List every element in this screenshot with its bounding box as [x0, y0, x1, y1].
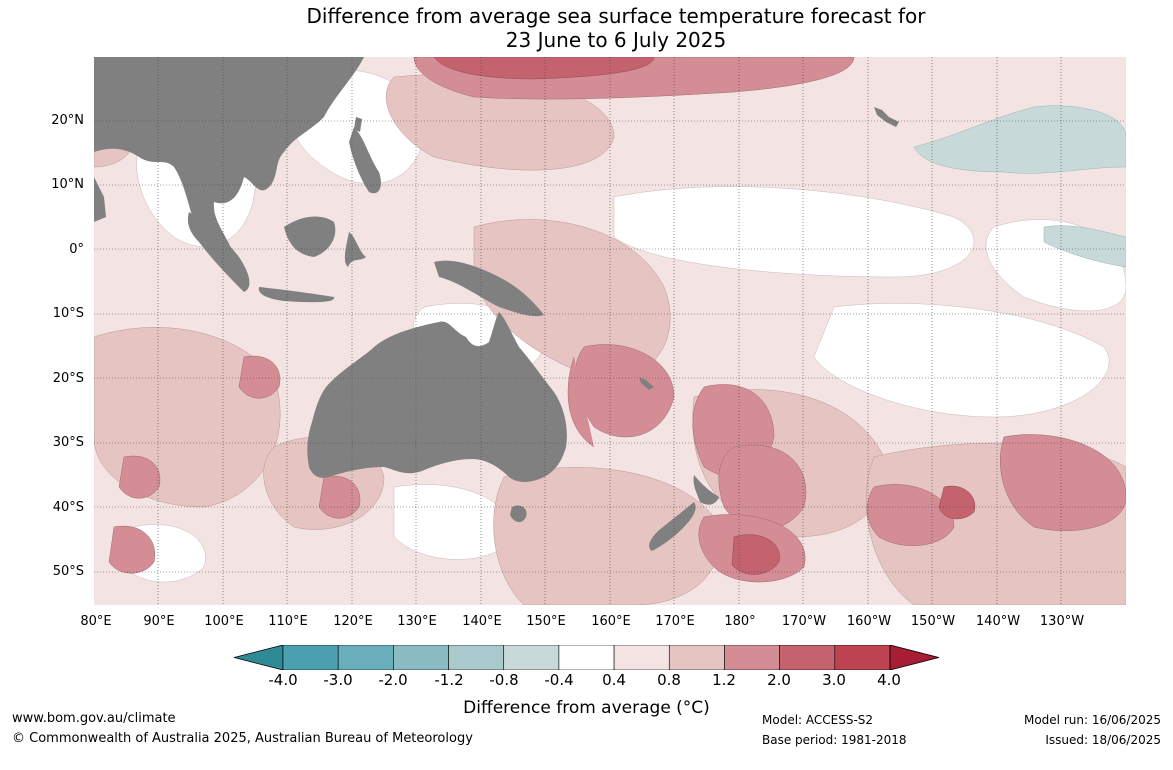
tasmania	[510, 505, 527, 523]
lon-label-130w: 130°W	[1039, 614, 1085, 629]
colorbar-tick: 3.0	[822, 671, 846, 689]
lon-label-160w: 160°W	[846, 614, 892, 629]
lat-label-20s: 20°S	[52, 371, 84, 386]
lat-label-30s: 30°S	[52, 435, 84, 450]
sst-anomaly-map	[94, 57, 1126, 605]
model-run-date: Model run: 16/06/2025	[1023, 713, 1161, 727]
india-tip	[94, 177, 106, 222]
colorbar-tick: 4.0	[877, 671, 901, 689]
lon-label-90e: 90°E	[143, 614, 175, 629]
lon-label-130e: 130°E	[397, 614, 437, 629]
colorbar-segment	[779, 645, 836, 670]
colorbar-segment	[448, 645, 505, 670]
colorbar-arrow-high	[889, 645, 939, 670]
lon-label-110e: 110°E	[268, 614, 308, 629]
colorbar-arrow-low	[234, 645, 284, 670]
colorbar-segment	[834, 645, 891, 670]
lat-label-equator: 0°	[69, 242, 84, 257]
colorbar-segment	[668, 645, 725, 670]
lon-label-80e: 80°E	[80, 614, 112, 629]
title-line-2: 23 June to 6 July 2025	[505, 28, 727, 52]
borneo	[284, 216, 336, 257]
lon-label-150w: 150°W	[910, 614, 956, 629]
colorbar-segment	[724, 645, 780, 670]
lon-label-150e: 150°E	[526, 614, 566, 629]
model-name: Model: ACCESS-S2	[762, 713, 874, 727]
lat-label-10n: 10°N	[51, 177, 84, 192]
land-masses	[94, 57, 899, 551]
lon-label-170e: 170°E	[655, 614, 695, 629]
lon-label-120e: 120°E	[333, 614, 373, 629]
colorbar-segment	[393, 645, 449, 670]
colorbar-tick: -3.0	[323, 671, 353, 689]
colorbar-segment	[337, 645, 394, 670]
lon-label-180: 180°	[724, 614, 756, 629]
lon-label-160e: 160°E	[591, 614, 631, 629]
colorbar-segment	[282, 645, 339, 670]
philippines	[349, 127, 381, 194]
lat-label-10s: 10°S	[52, 306, 84, 321]
lat-label-50s: 50°S	[52, 564, 84, 579]
hawaii	[874, 107, 899, 127]
new-caledonia	[639, 377, 654, 390]
new-zealand-south	[649, 502, 696, 551]
australia	[307, 312, 567, 482]
colorbar-segment	[613, 645, 670, 670]
sulawesi	[344, 232, 366, 267]
colorbar-tick: -1.2	[434, 671, 464, 689]
lon-label-140w: 140°W	[975, 614, 1021, 629]
map-grid	[94, 57, 1126, 605]
sumatra	[187, 212, 250, 292]
new-guinea	[434, 260, 544, 317]
colorbar-tick: 1.2	[712, 671, 736, 689]
base-period: Base period: 1981-2018	[762, 733, 907, 747]
colorbar-tick: -4.0	[268, 671, 298, 689]
colorbar-label: Difference from average (°C)	[463, 698, 710, 718]
asia-mainland	[94, 57, 364, 275]
website-link[interactable]: www.bom.gov.au/climate	[12, 711, 176, 726]
colorbar-tick: 0.8	[657, 671, 681, 689]
colorbar-tick: 2.0	[767, 671, 791, 689]
colorbar-tick: -0.4	[544, 671, 574, 689]
map-title: Difference from average sea surface temp…	[0, 4, 1173, 52]
colorbar	[234, 645, 939, 670]
colorbar-segment	[503, 645, 560, 670]
colorbar-segment	[558, 645, 615, 670]
colorbar-tick: 0.4	[602, 671, 626, 689]
lon-label-100e: 100°E	[204, 614, 244, 629]
copyright-text: © Commonwealth of Australia 2025, Austra…	[12, 731, 473, 746]
warm-1.2-2.0-regions	[108, 57, 1126, 583]
lat-label-40s: 40°S	[52, 500, 84, 515]
colorbar-tick: -0.8	[489, 671, 519, 689]
lon-label-170w: 170°W	[781, 614, 827, 629]
warm-2.0-3.0-regions	[433, 57, 976, 575]
java	[258, 287, 335, 303]
issued-date: Issued: 18/06/2025	[1045, 733, 1161, 747]
colorbar-tick: -2.0	[378, 671, 408, 689]
lat-label-20n: 20°N	[51, 113, 84, 128]
title-line-1: Difference from average sea surface temp…	[306, 4, 926, 28]
lon-label-140e: 140°E	[462, 614, 502, 629]
new-zealand-north	[693, 475, 719, 505]
